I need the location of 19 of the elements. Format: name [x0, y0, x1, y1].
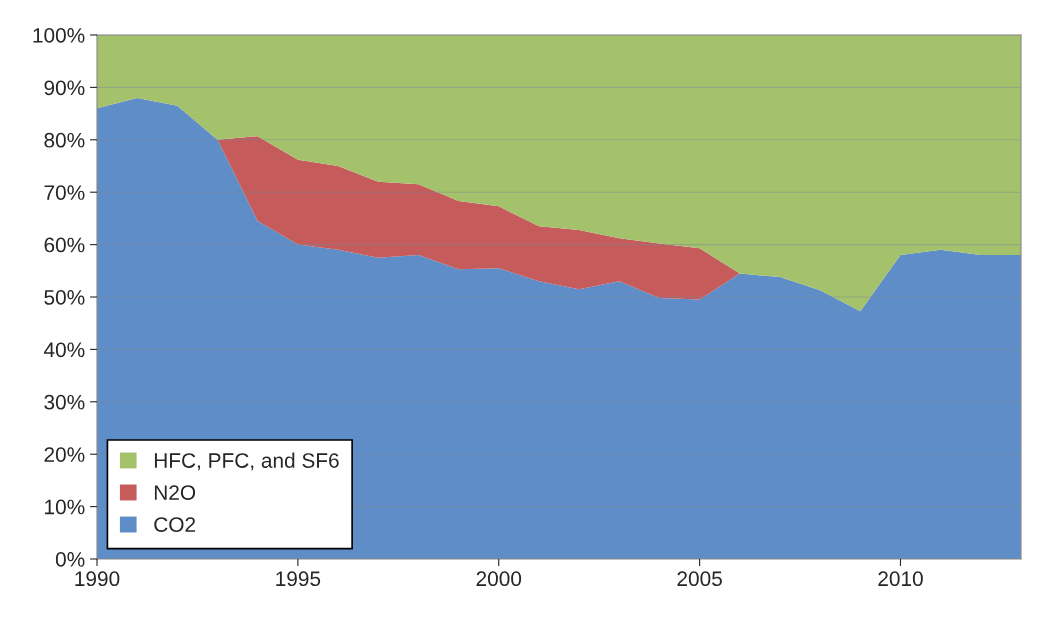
x-tick-label: 2000	[476, 571, 522, 587]
x-tick-label: 2010	[878, 571, 923, 587]
legend-label: N2O	[154, 485, 196, 500]
y-tick-label: 60%	[44, 237, 85, 253]
y-tick-label: 90%	[44, 80, 85, 96]
y-tick-label: 40%	[43, 342, 85, 358]
legend-label: CO2	[154, 517, 196, 532]
x-tick-label: 1995	[276, 571, 321, 587]
y-tick-label: 100%	[33, 28, 85, 43]
x-tick-label: 2005	[677, 571, 722, 587]
x-tick-label: 1990	[75, 571, 120, 587]
y-tick-label: 20%	[44, 447, 85, 462]
y-tick-label: 30%	[44, 394, 85, 410]
y-tick-label: 0%	[55, 552, 85, 567]
y-tick-label: 70%	[44, 185, 85, 200]
legend-label: HFC, PFC, and SF6	[154, 452, 339, 471]
y-tick-label: 50%	[44, 290, 85, 305]
y-tick-label: 10%	[45, 499, 85, 515]
y-tick-label: 80%	[44, 132, 85, 148]
